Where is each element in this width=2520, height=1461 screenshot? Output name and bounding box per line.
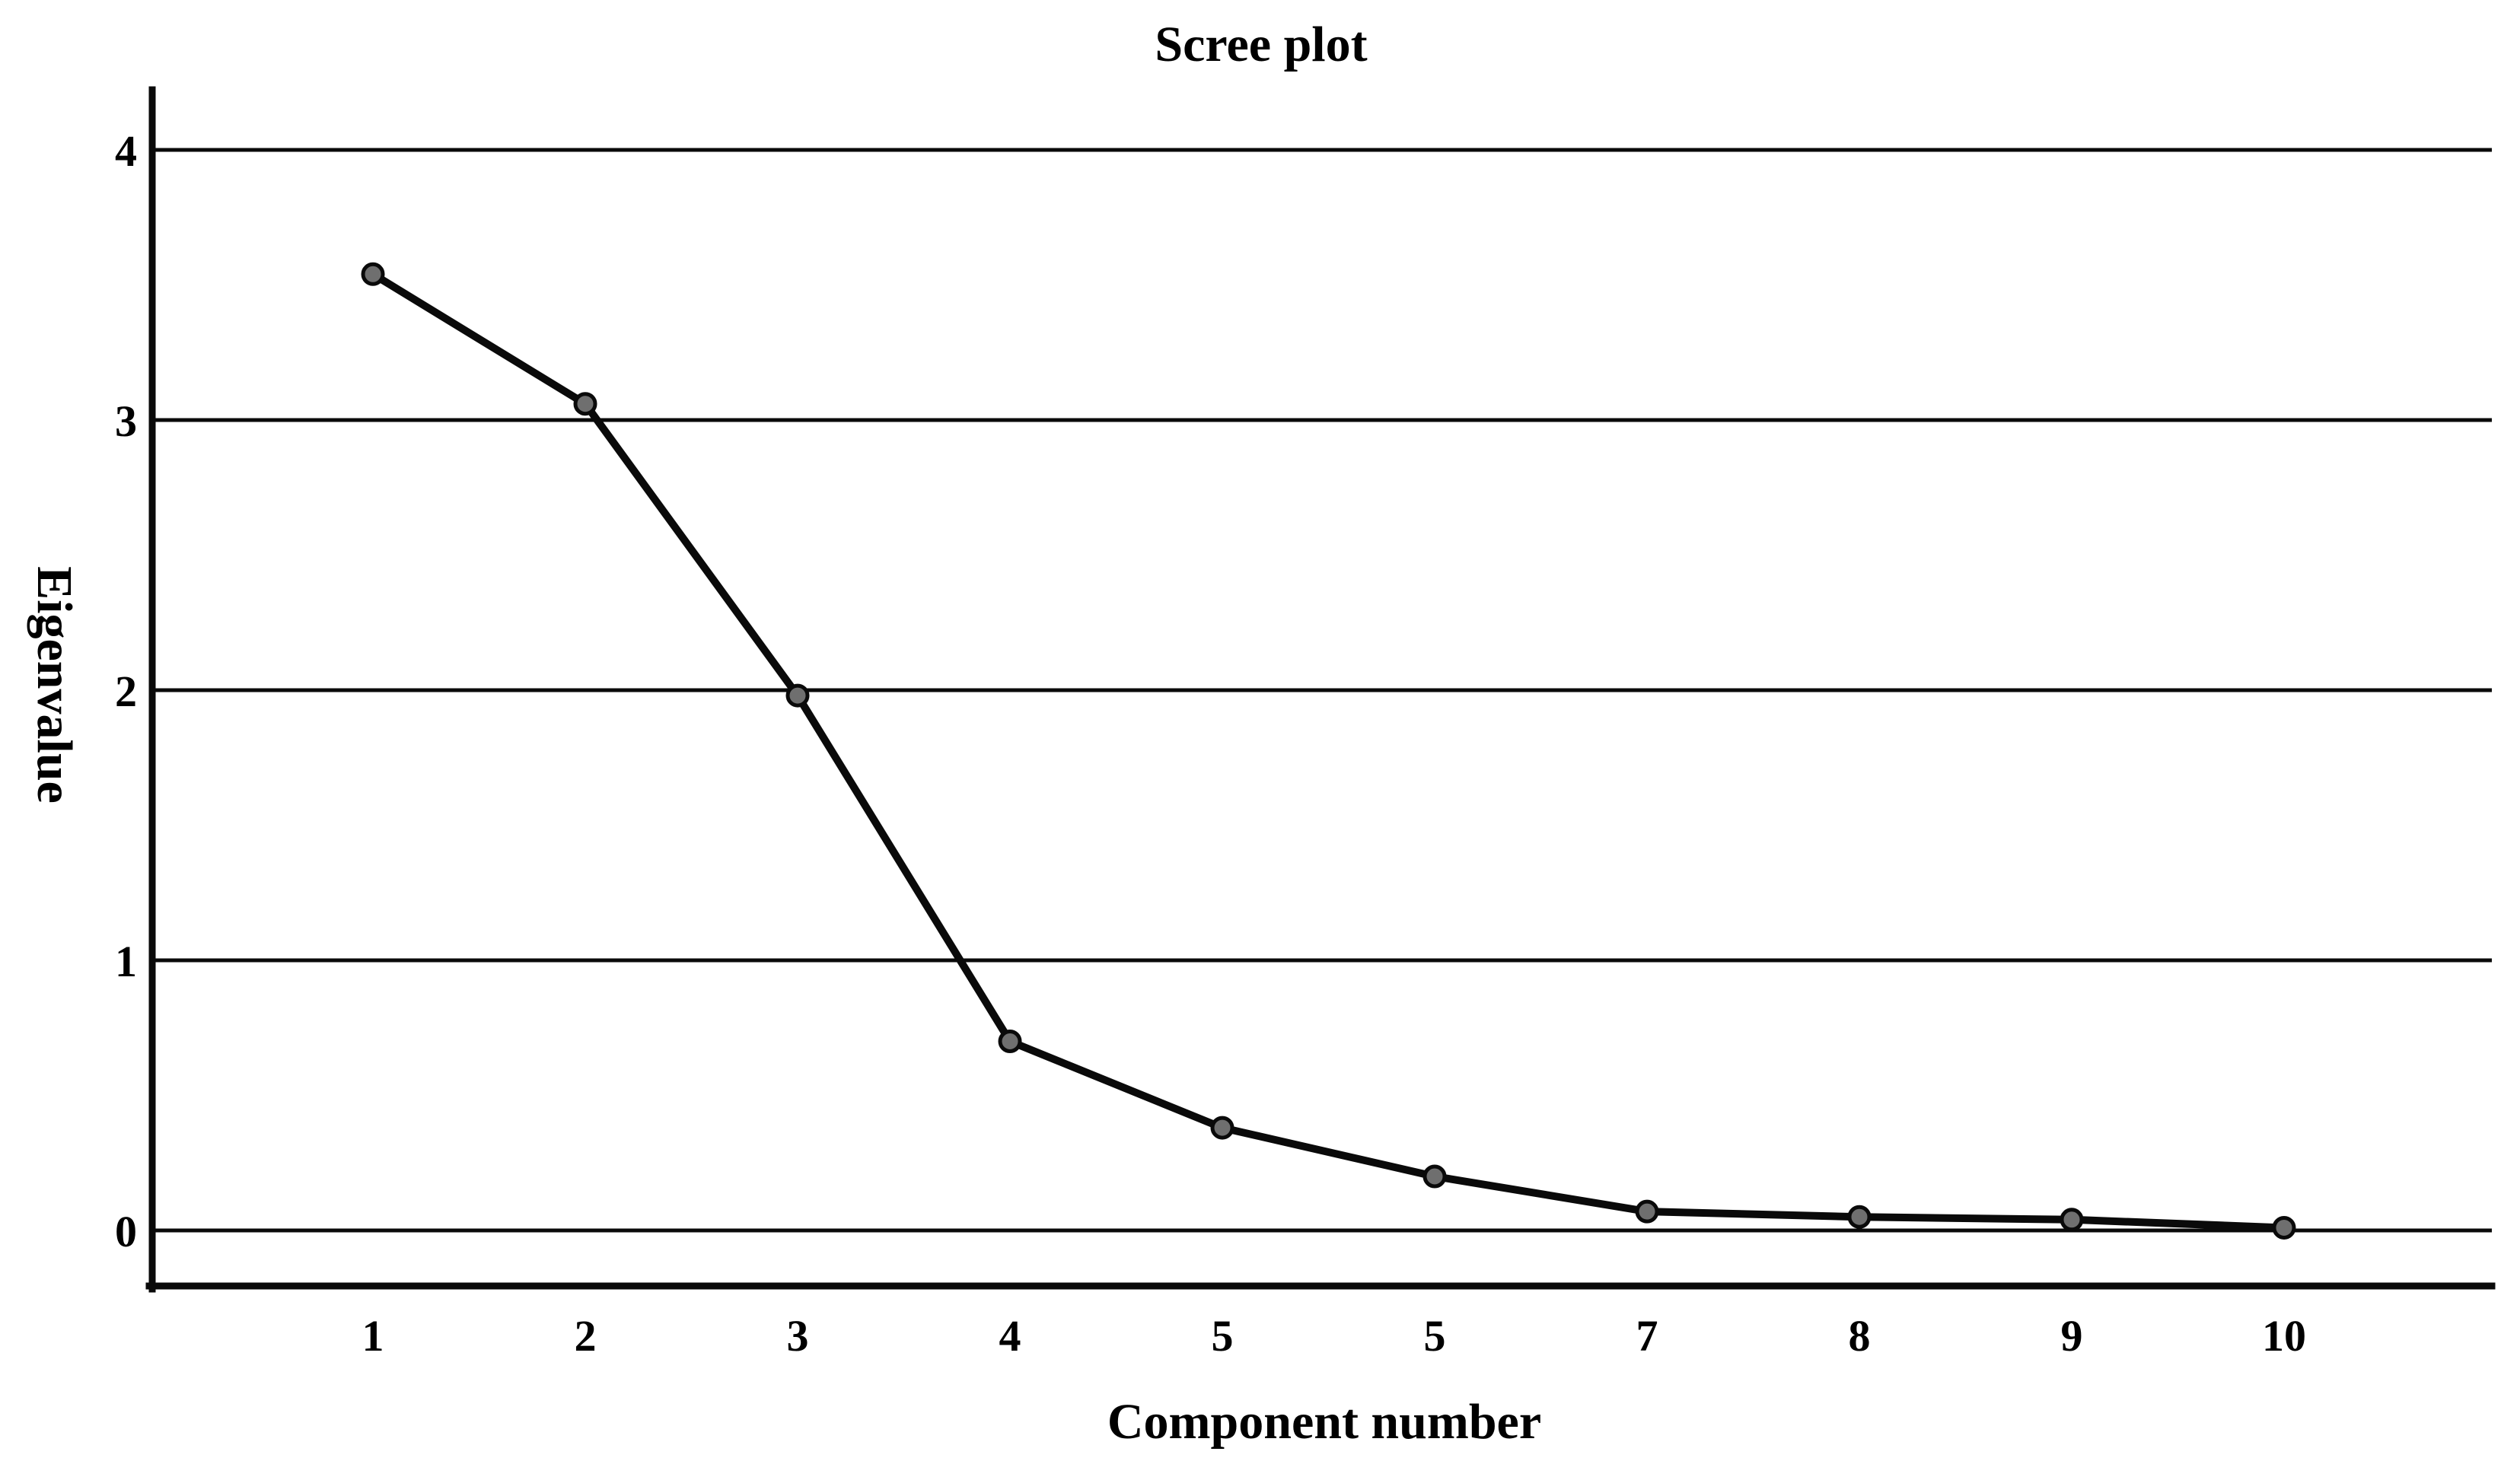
data-point-markers xyxy=(361,262,2296,1240)
gridlines xyxy=(152,148,2492,1233)
x-tick-labels: 1 2 3 4 5 5 7 8 9 10 xyxy=(362,1311,2307,1361)
y-axis-label: Eigenvalue xyxy=(27,566,82,804)
data-point xyxy=(361,262,385,286)
data-point xyxy=(1635,1199,1659,1224)
chart-title: Scree plot xyxy=(1155,17,1367,72)
data-point xyxy=(1210,1116,1235,1140)
y-tick-label: 0 xyxy=(115,1207,137,1256)
scree-line xyxy=(369,270,2288,1232)
x-tick-label: 5 xyxy=(1424,1311,1446,1361)
y-tick-labels: 0 1 2 3 4 xyxy=(115,126,137,1256)
data-point xyxy=(573,392,597,416)
y-tick-label: 1 xyxy=(115,937,137,986)
data-point xyxy=(2272,1215,2296,1240)
x-tick-label: 1 xyxy=(362,1311,384,1361)
x-tick-label: 10 xyxy=(2262,1311,2306,1361)
data-point xyxy=(2060,1208,2084,1232)
x-tick-label: 2 xyxy=(575,1311,597,1361)
x-tick-label: 7 xyxy=(1636,1311,1658,1361)
y-tick-label: 4 xyxy=(115,126,137,176)
x-tick-label: 9 xyxy=(2061,1311,2083,1361)
y-tick-label: 2 xyxy=(115,667,137,716)
data-point xyxy=(785,683,810,708)
x-tick-label: 5 xyxy=(1212,1311,1234,1361)
data-point xyxy=(1422,1164,1447,1189)
y-tick-label: 3 xyxy=(115,396,137,446)
x-tick-label: 3 xyxy=(787,1311,809,1361)
data-point xyxy=(998,1030,1022,1053)
x-tick-label: 4 xyxy=(999,1311,1021,1361)
x-axis-label: Component number xyxy=(1107,1394,1541,1450)
x-tick-label: 8 xyxy=(1849,1311,1871,1361)
data-point xyxy=(1847,1205,1872,1229)
